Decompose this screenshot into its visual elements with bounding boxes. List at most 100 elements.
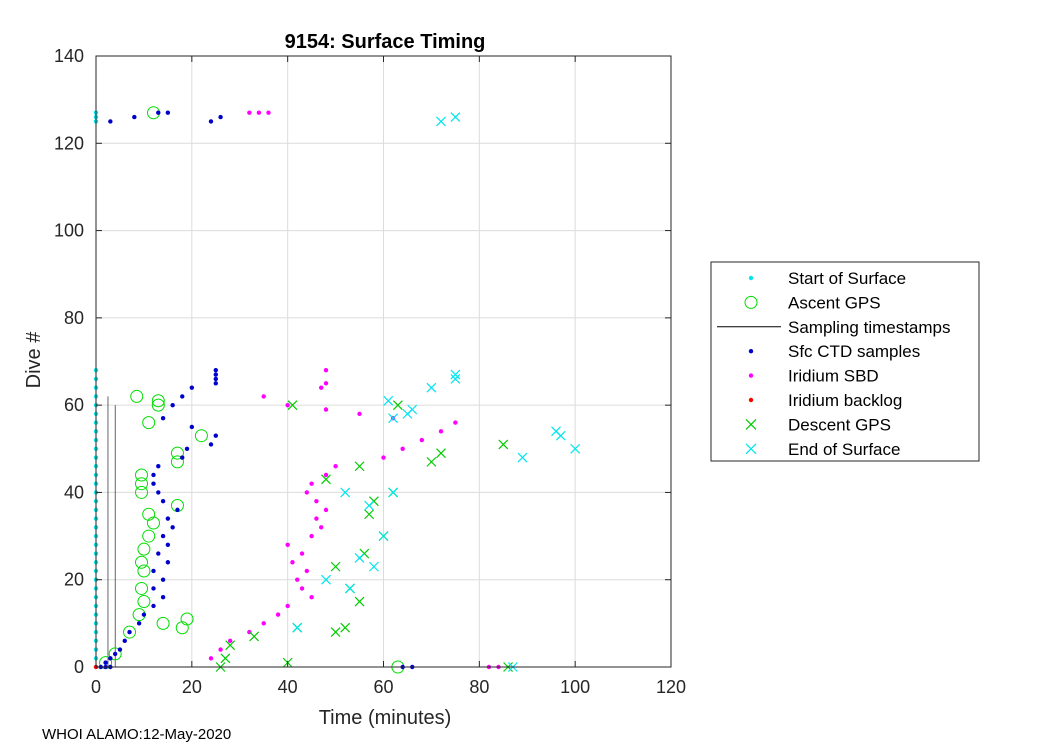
sfc-ctd-samples-point xyxy=(132,114,137,120)
iridium-sbd-point xyxy=(419,437,425,443)
x-tick-label: 60 xyxy=(373,677,393,697)
ascent-gps-point xyxy=(151,394,165,408)
ascent-gps-point xyxy=(135,555,149,569)
legend-marker-sfc-ctd-samples xyxy=(748,349,754,354)
sfc-ctd-samples-point xyxy=(160,416,166,421)
iridium-sbd-point xyxy=(309,533,314,539)
ascent-gps-point xyxy=(123,625,137,639)
iridium-sbd-point xyxy=(299,551,305,556)
end-of-surface-point xyxy=(378,531,389,541)
iridium-sbd-point xyxy=(357,411,362,417)
grid-lines xyxy=(95,55,672,668)
sfc-ctd-samples-point xyxy=(208,442,214,447)
y-tick-label: 80 xyxy=(64,308,84,328)
descent-gps-point xyxy=(330,627,341,638)
ascent-gps-point xyxy=(135,468,149,482)
sfc-ctd-samples-point xyxy=(156,551,161,556)
iridium-sbd-point xyxy=(323,368,329,373)
ascent-gps-point xyxy=(135,581,149,595)
end-of-surface-point xyxy=(383,395,394,406)
end-of-surface-point xyxy=(407,404,418,415)
y-tick-label: 140 xyxy=(54,46,84,66)
legend-box xyxy=(710,261,980,462)
end-of-surface-point xyxy=(426,382,437,393)
ascent-gps-point xyxy=(108,647,122,661)
ascent-gps-point xyxy=(170,446,184,460)
sfc-ctd-samples-point xyxy=(141,612,147,617)
ascent-gps-point xyxy=(135,477,149,491)
iridium-sbd-point xyxy=(304,568,310,574)
ascent-gps-point xyxy=(130,389,144,403)
footer-credit: WHOI ALAMO:12-May-2020 xyxy=(42,726,232,743)
legend-label-start-of-surface: Start of Surface xyxy=(788,269,906,288)
sfc-ctd-samples-point xyxy=(170,525,175,530)
sfc-ctd-samples-point xyxy=(213,376,218,382)
end-of-surface-point xyxy=(450,369,461,380)
iridium-sbd-point xyxy=(319,385,324,390)
legend-label-end-of-surface: End of Surface xyxy=(788,440,900,459)
sfc-ctd-samples-point xyxy=(213,381,218,386)
sfc-ctd-samples-point xyxy=(151,586,156,591)
descent-gps-point xyxy=(354,461,365,472)
iridium-sbd-point xyxy=(208,656,214,661)
iridium-sbd-point xyxy=(453,420,458,425)
iridium-sbd-point xyxy=(309,594,314,600)
descent-gps-point xyxy=(330,561,341,572)
legend-marker-iridium-sbd xyxy=(748,373,754,378)
sfc-ctd-samples-point xyxy=(156,110,161,115)
sfc-ctd-samples-point xyxy=(151,481,156,486)
iridium-sbd-point xyxy=(314,516,319,521)
iridium-sbd-point xyxy=(323,407,329,412)
end-of-surface-point xyxy=(354,552,365,563)
x-tick-label: 40 xyxy=(278,677,298,697)
iridium-sbd-point xyxy=(381,455,386,460)
iridium-sbd-point xyxy=(438,429,444,434)
end-of-surface-point xyxy=(368,561,379,572)
descent-gps-point xyxy=(340,622,351,633)
descent-gps-point xyxy=(321,474,331,485)
ascent-gps-point xyxy=(142,416,156,430)
sfc-ctd-samples-point xyxy=(127,629,132,635)
sfc-ctd-samples-point xyxy=(108,119,113,124)
legend-label-sfc-ctd-samples: Sfc CTD samples xyxy=(788,342,920,361)
y-tick-label: 0 xyxy=(74,657,84,677)
descent-gps-point xyxy=(426,456,437,467)
end-of-surface-point xyxy=(450,374,461,384)
sfc-ctd-samples-point xyxy=(184,446,190,451)
end-of-surface-point xyxy=(555,430,566,441)
end-of-surface-point xyxy=(345,583,355,594)
ascent-gps-point xyxy=(194,429,208,443)
legend-label-ascent-gps: Ascent GPS xyxy=(788,293,881,312)
iridium-sbd-point xyxy=(247,110,252,115)
legend-label-descent-gps: Descent GPS xyxy=(788,415,891,434)
iridium-sbd-point xyxy=(319,525,324,530)
ascent-gps-point xyxy=(156,616,170,630)
y-tick-label: 60 xyxy=(64,395,84,415)
iridium-sbd-point xyxy=(323,472,329,478)
end-of-surface-point xyxy=(321,574,331,585)
sfc-ctd-samples-point xyxy=(218,114,223,120)
ascent-gps-point xyxy=(142,529,156,543)
ascent-gps-point xyxy=(142,507,156,521)
iridium-sbd-point xyxy=(266,110,271,115)
descent-gps-point xyxy=(436,448,446,459)
sfc-ctd-samples-point xyxy=(165,516,171,521)
legend-marker-end-of-surface xyxy=(745,443,757,455)
legend-label-iridium-sbd: Iridium SBD xyxy=(788,367,879,386)
iridium-sbd-point xyxy=(256,110,262,115)
end-of-surface-point xyxy=(364,500,375,511)
sfc-ctd-samples-point xyxy=(156,464,161,469)
x-axis-label: Time (minutes) xyxy=(319,707,452,729)
iridium-sbd-point xyxy=(323,507,329,513)
sfc-ctd-samples-point xyxy=(160,577,166,582)
iridium-sbd-point xyxy=(261,394,266,399)
sfc-ctd-samples-point xyxy=(103,660,108,665)
y-tick-label: 120 xyxy=(54,133,84,153)
iridium-sbd-point xyxy=(295,577,300,582)
legend-marker-ascent-gps xyxy=(744,295,758,309)
end-of-surface-point xyxy=(388,413,399,424)
end-of-surface-point xyxy=(436,116,446,127)
x-tick-label: 100 xyxy=(560,677,590,697)
end-of-surface-point xyxy=(340,487,351,498)
